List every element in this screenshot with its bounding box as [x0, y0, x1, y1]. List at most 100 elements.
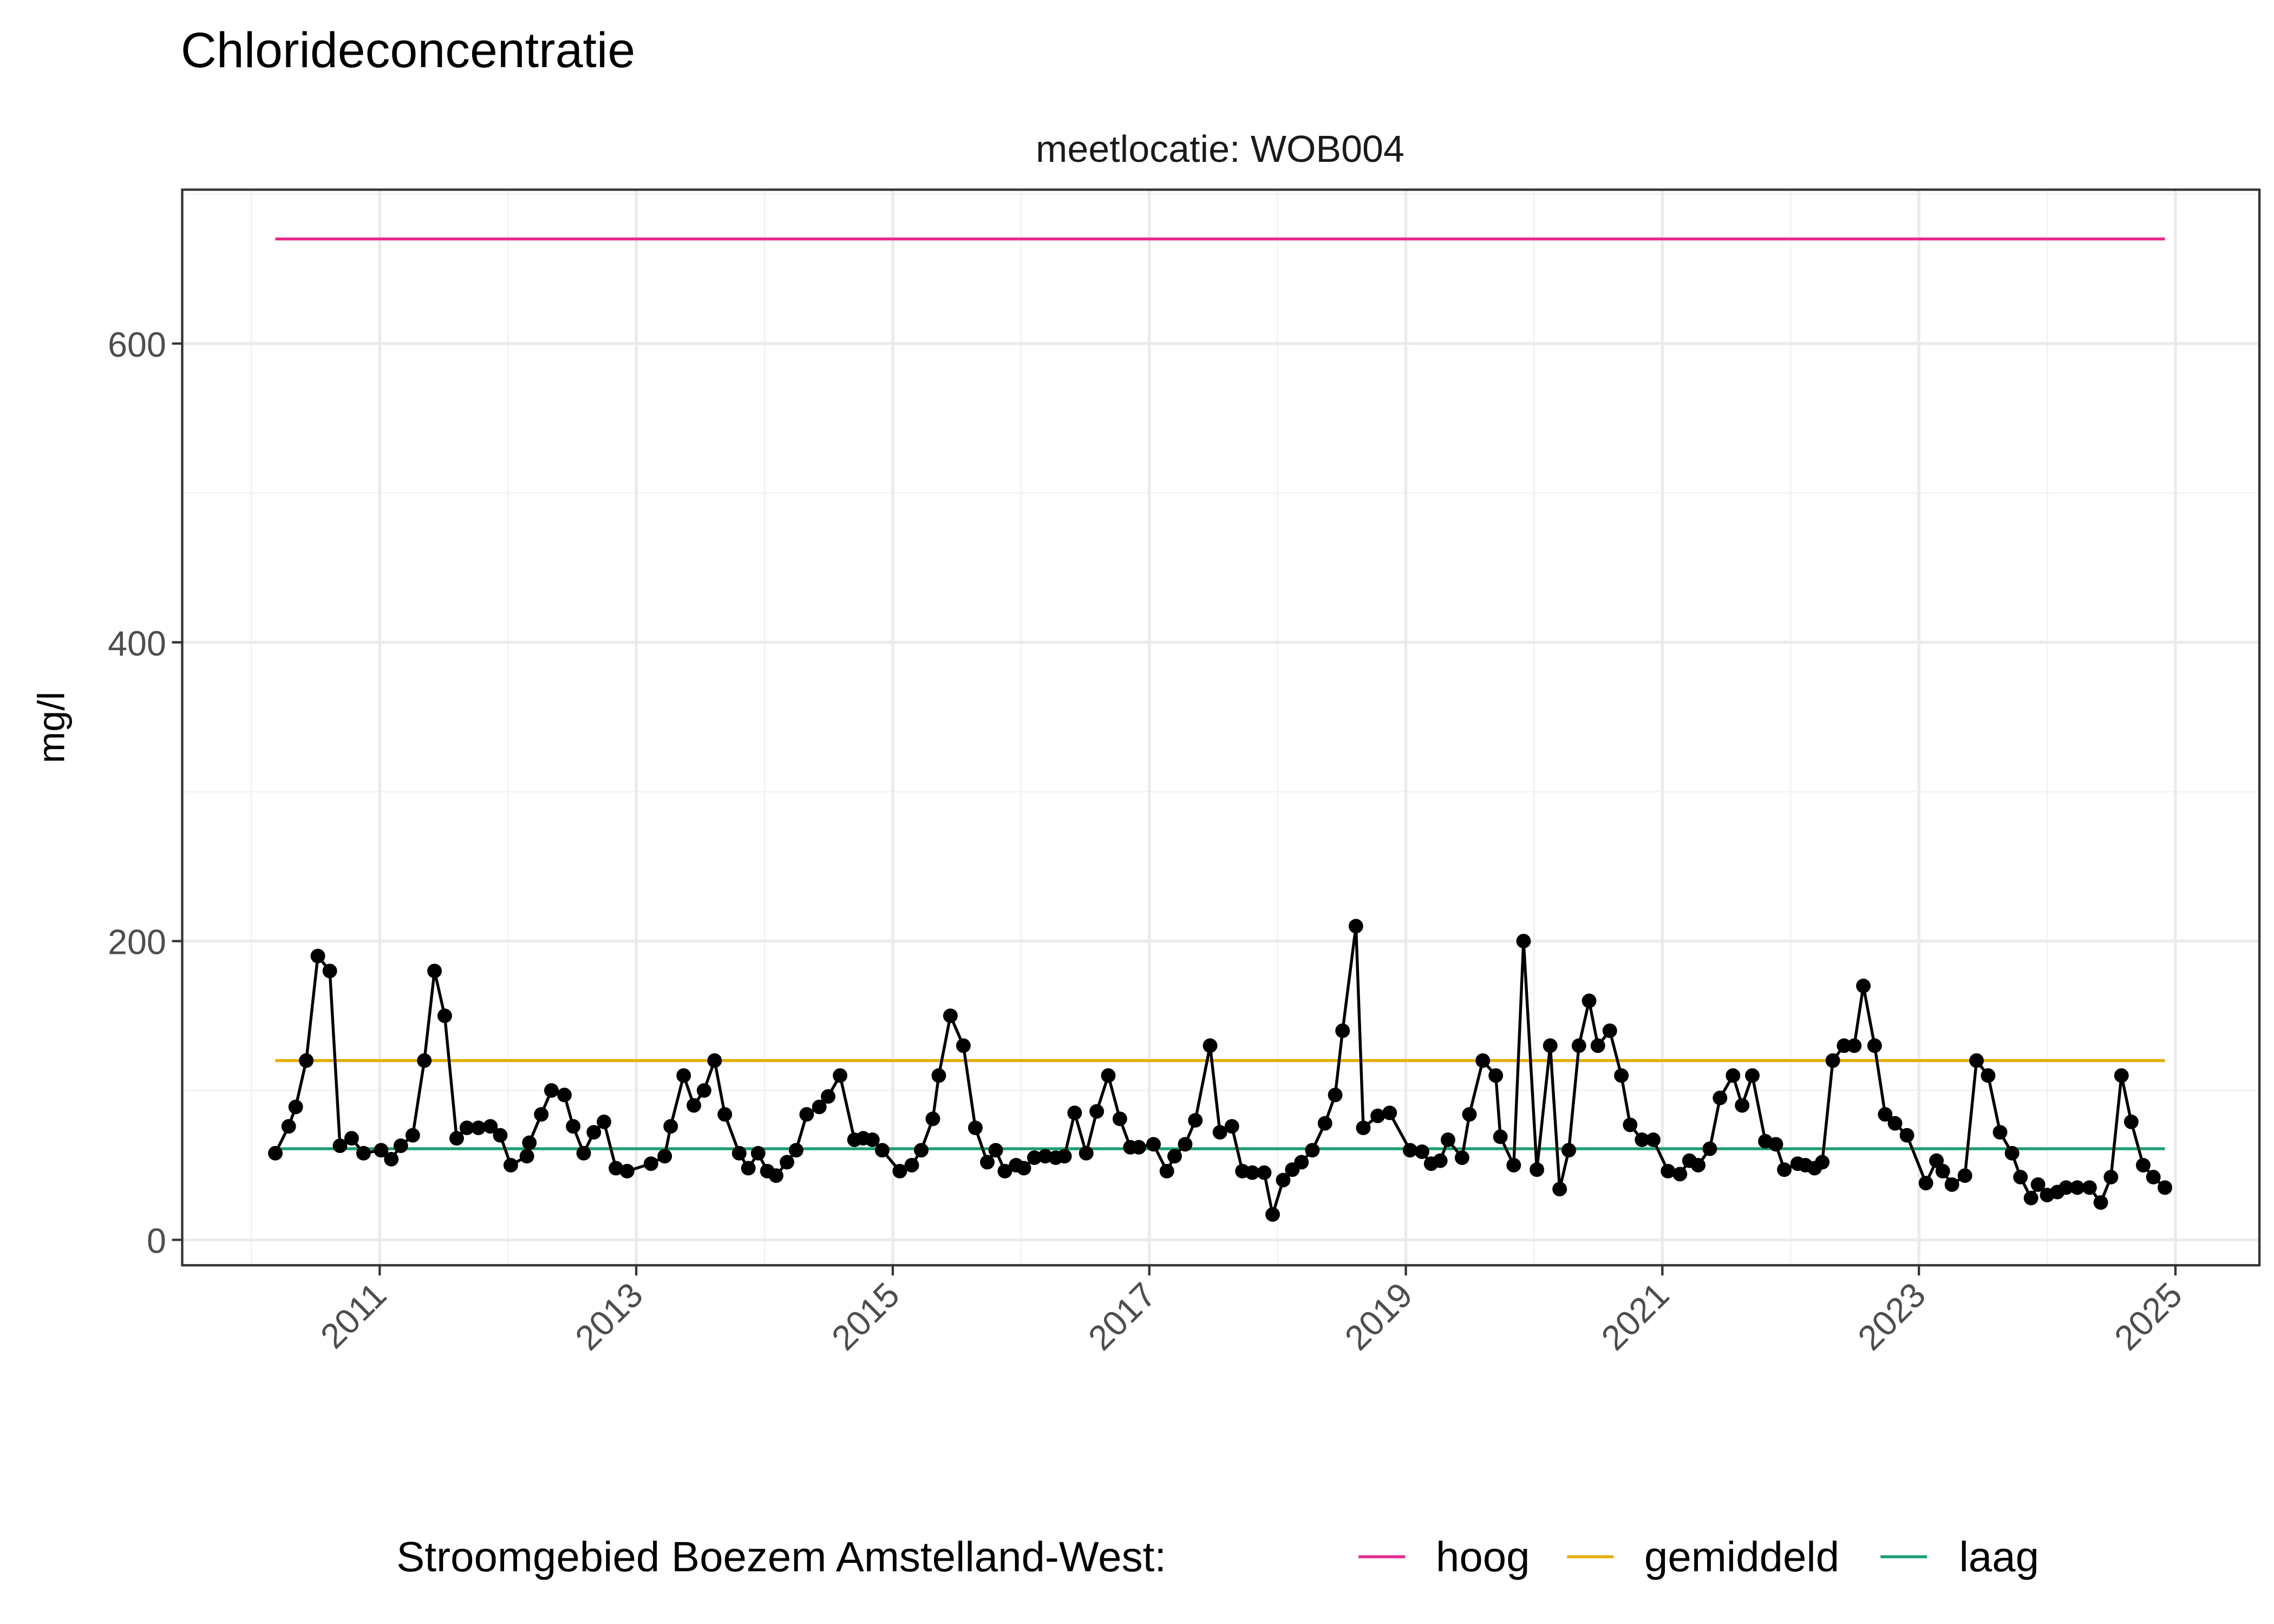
data-point — [1530, 1162, 1545, 1177]
data-point — [1981, 1068, 1996, 1083]
data-point — [1440, 1132, 1455, 1147]
data-point — [1661, 1163, 1676, 1178]
data-point — [1856, 978, 1871, 993]
data-point — [1929, 1153, 1944, 1168]
data-point — [1089, 1104, 1105, 1119]
data-point — [437, 1008, 452, 1023]
data-point — [1188, 1113, 1203, 1128]
x-tick-label: 2013 — [568, 1275, 651, 1358]
data-point — [1402, 1143, 1417, 1158]
data-point — [1878, 1107, 1893, 1122]
data-point — [1506, 1157, 1521, 1173]
data-point — [483, 1119, 498, 1134]
data-point — [503, 1157, 518, 1173]
data-point — [1454, 1150, 1469, 1165]
data-point — [1735, 1098, 1750, 1113]
data-point — [427, 964, 442, 979]
data-point — [1582, 993, 1597, 1009]
data-point — [687, 1098, 702, 1113]
data-point — [1131, 1140, 1146, 1155]
data-point — [1317, 1116, 1332, 1131]
data-point — [1516, 934, 1531, 948]
data-point — [1079, 1145, 1094, 1161]
data-point — [586, 1125, 602, 1140]
data-point — [1691, 1157, 1706, 1173]
data-point — [657, 1149, 672, 1164]
x-tick-label: 2019 — [1337, 1275, 1420, 1358]
data-point — [768, 1168, 783, 1183]
data-point — [1335, 1023, 1350, 1038]
data-point — [1935, 1163, 1950, 1178]
data-point — [914, 1143, 929, 1158]
series-line — [274, 926, 2166, 1215]
data-point — [1276, 1173, 1291, 1188]
data-point — [1382, 1105, 1397, 1121]
data-point — [1702, 1141, 1717, 1156]
data-point — [1957, 1168, 1972, 1183]
data-point — [1016, 1161, 1031, 1176]
data-point — [268, 1145, 283, 1161]
data-point — [299, 1053, 314, 1068]
data-point — [1623, 1117, 1638, 1132]
data-point — [2158, 1180, 2172, 1195]
data-point — [449, 1131, 464, 1146]
data-point — [1543, 1038, 1558, 1053]
y-tick-label: 200 — [108, 923, 166, 962]
data-point — [780, 1155, 795, 1170]
data-point — [1112, 1111, 1127, 1127]
legend-title: Stroomgebied Boezem Amstelland-West: — [396, 1533, 1166, 1581]
x-tick-label: 2021 — [1594, 1275, 1677, 1358]
x-tick-label: 2015 — [824, 1275, 907, 1358]
y-tick-label: 0 — [147, 1222, 166, 1261]
data-point — [799, 1107, 814, 1122]
data-point — [374, 1143, 389, 1158]
data-point — [2030, 1177, 2046, 1192]
data-point — [2103, 1170, 2119, 1184]
data-point — [384, 1151, 399, 1167]
data-point — [1203, 1038, 1218, 1053]
data-point — [1918, 1176, 1933, 1190]
data-point — [310, 948, 325, 964]
data-point — [2135, 1157, 2151, 1173]
data-point — [997, 1163, 1012, 1178]
data-series — [268, 919, 2172, 1222]
data-point — [663, 1119, 678, 1134]
x-tick-label: 2017 — [1081, 1275, 1164, 1358]
data-point — [576, 1145, 591, 1161]
x-tick-label: 2023 — [1851, 1275, 1933, 1358]
data-point — [1672, 1167, 1688, 1182]
data-point — [1027, 1150, 1042, 1165]
data-point — [2023, 1190, 2038, 1206]
data-point — [534, 1107, 549, 1122]
data-point — [1257, 1165, 1272, 1180]
data-point — [1552, 1182, 1567, 1197]
y-tick-label: 400 — [108, 624, 166, 663]
data-point — [1745, 1068, 1760, 1083]
data-point — [956, 1038, 971, 1053]
x-tick-label: 2011 — [313, 1275, 394, 1356]
data-point — [750, 1145, 766, 1161]
data-point — [1969, 1053, 1984, 1068]
legend-label-gemiddeld: gemiddeld — [1644, 1533, 1839, 1581]
data-point — [1159, 1163, 1174, 1178]
data-point — [865, 1132, 880, 1147]
data-point — [1328, 1088, 1343, 1103]
data-point — [544, 1083, 559, 1098]
data-point — [968, 1120, 983, 1135]
data-point — [1067, 1105, 1082, 1121]
grid — [182, 189, 2260, 1266]
data-point — [1777, 1162, 1792, 1177]
data-point — [1475, 1053, 1491, 1068]
data-point — [1057, 1149, 1072, 1164]
data-point — [717, 1107, 733, 1122]
data-point — [1887, 1116, 1903, 1131]
data-point — [1212, 1125, 1227, 1140]
data-point — [1867, 1038, 1882, 1053]
legend-label-laag: laag — [1959, 1533, 2039, 1581]
data-point — [904, 1157, 919, 1173]
data-point — [493, 1128, 508, 1143]
data-point — [1561, 1143, 1576, 1158]
data-point — [1433, 1153, 1448, 1168]
data-point — [2123, 1114, 2139, 1129]
data-point — [1414, 1144, 1429, 1160]
